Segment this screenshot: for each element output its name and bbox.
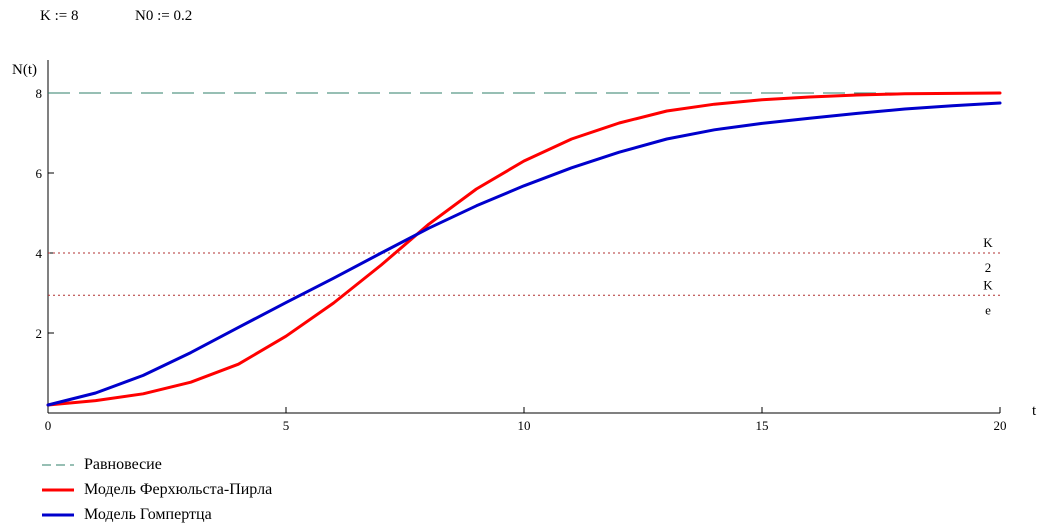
chart: N(t) t 0 5 10 15 20 2 4 6 8 K 2 Ke bbox=[12, 60, 1037, 433]
x-tick-label: 5 bbox=[283, 418, 290, 433]
x-tick-label: 0 bbox=[45, 418, 52, 433]
y-tick-label: 4 bbox=[36, 246, 43, 261]
legend-swatch-gompertz bbox=[42, 513, 74, 516]
x-tick-label: 15 bbox=[756, 418, 769, 433]
y-tick-label: 8 bbox=[36, 86, 43, 101]
legend-item-gompertz: Модель Гомпертца bbox=[42, 502, 272, 527]
reference-label-den-1: 2 bbox=[985, 260, 992, 275]
reference-label-num-1: K bbox=[983, 235, 993, 250]
series-line-1 bbox=[46, 101, 1002, 407]
legend-item-verhulst: Модель Ферхюльста-Пирла bbox=[42, 477, 272, 502]
series-line-0 bbox=[46, 91, 1002, 407]
legend: Равновесие Модель Ферхюльста-Пирла Модел… bbox=[42, 452, 272, 527]
legend-label-gompertz: Модель Гомпертца bbox=[84, 505, 212, 523]
reference-label-den-2: e bbox=[985, 302, 991, 317]
x-tick-label: 20 bbox=[994, 418, 1007, 433]
y-tick-label: 6 bbox=[36, 166, 43, 181]
legend-label-verhulst: Модель Ферхюльста-Пирла bbox=[84, 480, 273, 498]
reference-label-num-2: K bbox=[983, 277, 993, 292]
legend-label-equilibrium: Равновесие bbox=[84, 455, 162, 473]
legend-item-equilibrium: Равновесие bbox=[42, 452, 272, 477]
y-tick-label: 2 bbox=[36, 326, 43, 341]
x-axis-label: t bbox=[1032, 403, 1037, 419]
legend-swatch-equilibrium bbox=[42, 464, 74, 465]
param-k: K := 8 bbox=[40, 8, 79, 24]
legend-swatch-verhulst bbox=[42, 488, 74, 491]
x-tick-label: 10 bbox=[518, 418, 531, 433]
param-n0: N0 := 0.2 bbox=[135, 8, 193, 24]
y-axis-label: N(t) bbox=[12, 62, 37, 78]
